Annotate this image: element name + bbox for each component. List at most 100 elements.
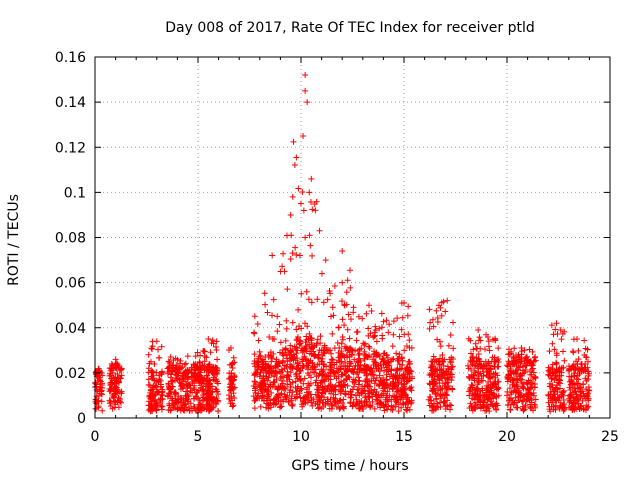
data-point	[335, 382, 342, 389]
data-point	[282, 337, 289, 344]
data-point	[580, 406, 587, 413]
data-point	[439, 351, 446, 358]
data-point	[373, 338, 380, 345]
data-point	[574, 396, 581, 403]
data-point	[551, 346, 558, 353]
data-point	[302, 356, 309, 363]
data-point	[165, 392, 172, 399]
data-point	[153, 388, 160, 395]
data-point	[482, 358, 489, 365]
data-point	[184, 353, 191, 360]
data-point	[298, 401, 305, 408]
data-point	[582, 360, 589, 367]
data-point	[532, 357, 539, 364]
data-point	[401, 371, 408, 378]
data-point	[316, 227, 323, 234]
data-point	[152, 384, 159, 391]
data-point	[314, 336, 321, 343]
data-point	[379, 335, 386, 342]
data-point	[448, 402, 455, 409]
data-point	[191, 403, 198, 410]
data-point	[294, 360, 301, 367]
data-point	[164, 365, 171, 372]
data-point	[199, 391, 206, 398]
data-point	[192, 407, 199, 414]
data-point	[376, 382, 382, 389]
data-point	[113, 360, 120, 367]
data-point	[259, 393, 266, 400]
data-point	[106, 397, 113, 404]
data-point	[345, 311, 352, 318]
data-point	[395, 408, 402, 415]
data-point	[333, 365, 340, 372]
data-point	[352, 362, 359, 369]
data-point	[289, 319, 296, 326]
data-point	[438, 312, 445, 319]
data-point	[255, 337, 262, 344]
data-point	[166, 359, 173, 366]
data-point	[443, 368, 450, 375]
data-point	[491, 354, 498, 361]
data-point	[558, 336, 565, 343]
data-point	[213, 338, 220, 345]
data-point	[315, 372, 322, 379]
data-point	[336, 344, 343, 351]
data-point	[470, 346, 477, 353]
data-point	[576, 369, 583, 376]
data-point	[570, 362, 577, 369]
data-point	[366, 366, 373, 373]
data-point	[179, 372, 186, 379]
data-point	[282, 345, 289, 352]
data-point	[481, 346, 488, 353]
data-point	[310, 363, 317, 370]
data-point	[584, 376, 591, 383]
data-point	[339, 298, 345, 305]
data-point	[308, 299, 315, 306]
data-point	[118, 372, 125, 379]
data-point	[302, 87, 309, 94]
data-point	[524, 353, 531, 360]
data-point	[430, 323, 437, 330]
data-point	[521, 358, 528, 365]
data-point	[389, 386, 396, 393]
data-point	[552, 402, 559, 409]
data-point	[271, 336, 278, 343]
data-point	[214, 356, 221, 363]
data-point	[277, 369, 284, 376]
data-point	[545, 364, 552, 371]
data-point	[278, 390, 285, 397]
data-point	[178, 395, 185, 402]
data-point	[329, 330, 336, 337]
data-point	[309, 206, 316, 213]
data-point	[504, 392, 511, 399]
data-point	[509, 376, 516, 383]
data-point	[583, 386, 590, 393]
data-point	[336, 353, 343, 360]
data-point	[408, 373, 415, 380]
data-point	[226, 395, 233, 402]
data-point	[270, 296, 277, 303]
data-point	[366, 378, 373, 385]
data-point	[302, 396, 309, 403]
data-point	[179, 385, 186, 392]
data-point	[266, 396, 273, 403]
data-point	[576, 405, 583, 412]
data-point	[449, 355, 456, 362]
data-point	[166, 400, 173, 407]
data-point	[210, 403, 217, 410]
data-point	[339, 279, 346, 286]
data-point	[269, 312, 276, 319]
data-point	[256, 395, 263, 402]
x-axis-label: GPS time / hours	[291, 458, 408, 474]
data-point	[347, 267, 354, 274]
data-point	[436, 376, 443, 383]
data-point	[431, 381, 438, 388]
data-point	[477, 398, 484, 405]
data-point	[431, 368, 438, 375]
data-point	[207, 349, 214, 356]
data-point	[556, 365, 563, 372]
data-point	[505, 358, 512, 365]
data-point	[546, 403, 553, 410]
data-point	[283, 352, 290, 359]
data-point	[545, 371, 552, 378]
